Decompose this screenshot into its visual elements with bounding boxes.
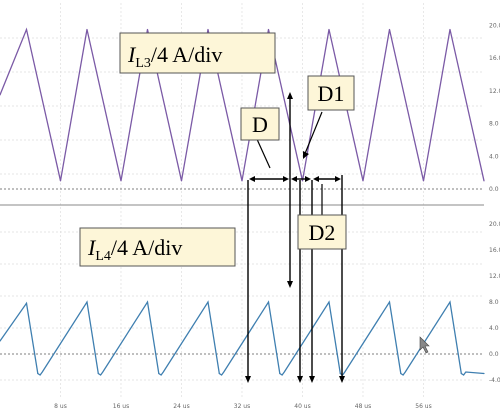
bottom-label-sub: L4 [95, 249, 111, 264]
y-tick-label: 12.0 [489, 88, 500, 95]
top-label-rest: /4 A/div [151, 42, 223, 67]
top-channel-label-box [119, 32, 276, 74]
il3-trace-point [120, 180, 122, 182]
il4-trace-point [0, 340, 1, 342]
arrowheads [245, 92, 345, 383]
il3-trace-point [267, 28, 270, 31]
il4-trace-point [400, 372, 402, 375]
d-arrowhead-right [283, 176, 289, 182]
d2-label-box [297, 214, 347, 250]
il4-trace-point [460, 372, 462, 375]
il3-trace-point [483, 180, 485, 182]
il4-trace-point [328, 301, 330, 303]
il4-trace-point [25, 302, 28, 304]
d2-arrowhead-right [335, 176, 341, 182]
il4-trace-point [388, 301, 391, 303]
x-tick-label: 48 us [355, 403, 371, 410]
il3-trace-point [207, 28, 209, 31]
d2-label-text: D2 [309, 220, 336, 245]
y-tick-label: 4.0 [489, 153, 499, 160]
marker-4-arrowhead-bottom [309, 376, 315, 383]
il3-trace-point [388, 28, 391, 31]
il4-trace-point [483, 372, 485, 375]
y-tick-label: -4.0 [489, 377, 500, 384]
x-tick-label: 16 us [113, 403, 129, 410]
d-label-text: D [252, 112, 268, 137]
y-tick-label: 4.0 [489, 325, 499, 332]
il4-trace-point [37, 372, 39, 375]
y-tick-label: 20.0 [489, 221, 500, 228]
il4-trace-point [279, 372, 281, 375]
il4-trace-point [218, 372, 220, 375]
d1-pointer [303, 111, 323, 157]
d1-label-text: D1 [318, 81, 345, 106]
il3-trace-point [301, 180, 304, 182]
d1-label-box [307, 75, 355, 111]
il4-trace-point [97, 372, 99, 375]
d-arrowhead-left [249, 176, 255, 182]
il3-trace-point [328, 28, 330, 31]
il3-trace-point [25, 28, 28, 31]
d-label-box [240, 107, 280, 141]
cursor-arrow-icon [419, 336, 430, 354]
svg-text:IL3/4 A/div: IL3/4 A/div [127, 42, 222, 71]
svg-text:IL4/4 A/div: IL4/4 A/div [87, 235, 182, 264]
il3-trace-point [146, 28, 149, 31]
y-tick-label: 0.0 [489, 351, 499, 358]
x-tick-label: 32 us [234, 403, 250, 410]
x-tick-label: 24 us [173, 403, 189, 410]
x-tick-label: 40 us [294, 403, 310, 410]
il4-trace-point [267, 301, 270, 303]
il3-trace-point [241, 180, 243, 182]
il3-trace-point [449, 28, 451, 31]
x-tick-label: 8 us [54, 403, 67, 410]
il3-trace-point [422, 180, 425, 182]
d1-label: D1 [307, 75, 355, 111]
il4-trace-point [339, 372, 341, 375]
y-tick-label: 16.0 [489, 247, 500, 254]
d1-arrowhead-right [305, 176, 311, 182]
il4-trace-point [158, 372, 160, 375]
bottom-channel-label-box [79, 227, 236, 267]
il4-trace-point [86, 301, 88, 303]
y-tick-label: 12.0 [489, 273, 500, 280]
y-tick-label: 8.0 [489, 299, 499, 306]
x-tick-label: 56 us [415, 403, 431, 410]
bottom-label-main: I [87, 235, 97, 260]
marker-1-arrowhead-bottom [245, 376, 251, 383]
bottom-channel-label: IL4/4 A/div [79, 227, 236, 267]
marker-3-arrowhead-bottom [297, 376, 303, 383]
il4-trace-point [146, 301, 149, 303]
d-label: D [240, 107, 280, 141]
y-tick-label: 8.0 [489, 121, 499, 128]
top-label-main: I [127, 42, 137, 67]
d1-pointer-arrowhead [303, 151, 309, 159]
il3-trace-point [86, 28, 88, 31]
d1-arrowhead-left [291, 176, 297, 182]
il3-trace-point [0, 94, 1, 96]
il4-trace-line [0, 300, 485, 376]
top-channel-label: IL3/4 A/div [119, 32, 276, 74]
marker-2-arrowhead-bottom [287, 281, 293, 288]
tick-labels: 20.0 16.0 12.0 8.0 4.0 0.0 20.0 16.0 12.0 8.0 4.0 0… [54, 22, 500, 410]
il3-trace-point [59, 180, 62, 182]
marker-2-arrowhead-top [287, 92, 293, 99]
measurement-annotations [247, 95, 343, 380]
marker-5-arrowhead-bottom [339, 376, 345, 383]
y-tick-label: 0.0 [489, 186, 499, 193]
y-tick-label: 16.0 [489, 55, 500, 62]
il3-trace-point [362, 180, 364, 182]
d2-arrowhead-left [313, 176, 319, 182]
top-label-sub: L3 [135, 56, 151, 71]
bottom-label-rest: /4 A/div [111, 235, 183, 260]
il4-trace-point [207, 301, 209, 303]
d-pointer [255, 136, 271, 169]
il3-trace-point [180, 180, 183, 182]
il4-trace-point [449, 301, 451, 303]
traces [0, 27, 485, 376]
y-tick-label: 20.0 [489, 22, 500, 29]
d2-label: D2 [297, 214, 347, 250]
